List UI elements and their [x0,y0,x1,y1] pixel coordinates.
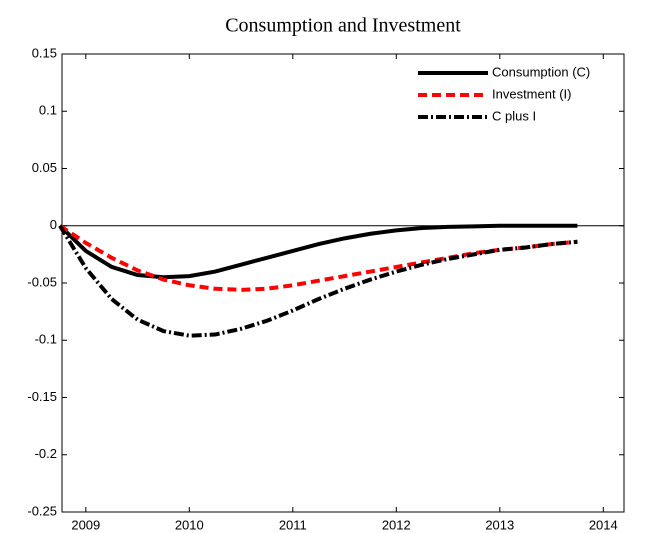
plot-area [61,53,625,513]
y-tick-label: -0.05 [27,274,57,289]
x-tick-label: 2009 [71,517,100,532]
legend-label: C plus I [492,108,536,123]
x-tick-label: 2014 [589,517,618,532]
x-tick-label: 2013 [485,517,514,532]
chart-title: Consumption and Investment [225,15,461,37]
line-series [58,223,578,280]
x-tick-label: 2011 [279,517,307,532]
x-tick-label: 2012 [382,517,411,532]
legend-label: Consumption (C) [492,64,590,79]
y-tick-label: -0.1 [35,332,57,347]
y-tick-label: -0.2 [35,446,57,461]
legend-label: Investment (I) [492,86,571,101]
x-tick-label: 2010 [175,517,204,532]
line-series [58,224,578,338]
y-tick-label: 0 [50,217,57,232]
y-tick-label: 0.15 [32,45,57,60]
y-tick-label: -0.25 [27,503,57,518]
y-tick-label: 0.05 [32,160,57,175]
y-tick-label: 0.1 [39,103,57,118]
y-tick-label: -0.15 [27,389,57,404]
